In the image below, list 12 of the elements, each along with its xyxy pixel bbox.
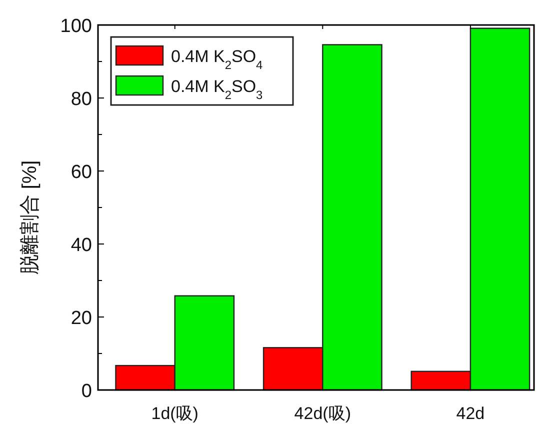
y-tick-label: 100: [60, 16, 92, 37]
y-axis-title: 脱離割合 [%]: [19, 160, 41, 275]
y-tick-label: 40: [70, 235, 92, 256]
x-tick-label: 42d(吸): [294, 404, 351, 423]
x-tick-label: 1d(吸): [151, 404, 198, 423]
y-tick-label: 60: [70, 162, 92, 183]
y-tick-label: 20: [70, 308, 92, 329]
x-tick-label: 42d: [456, 404, 485, 423]
y-tick-label: 0: [81, 381, 92, 402]
legend-label: 0.4M K$_{2}$SO$_{3}$: [171, 77, 264, 102]
y-tick-label: 80: [70, 89, 92, 110]
legend-label: 0.4M K$_{2}$SO$_{4}$: [171, 47, 264, 72]
